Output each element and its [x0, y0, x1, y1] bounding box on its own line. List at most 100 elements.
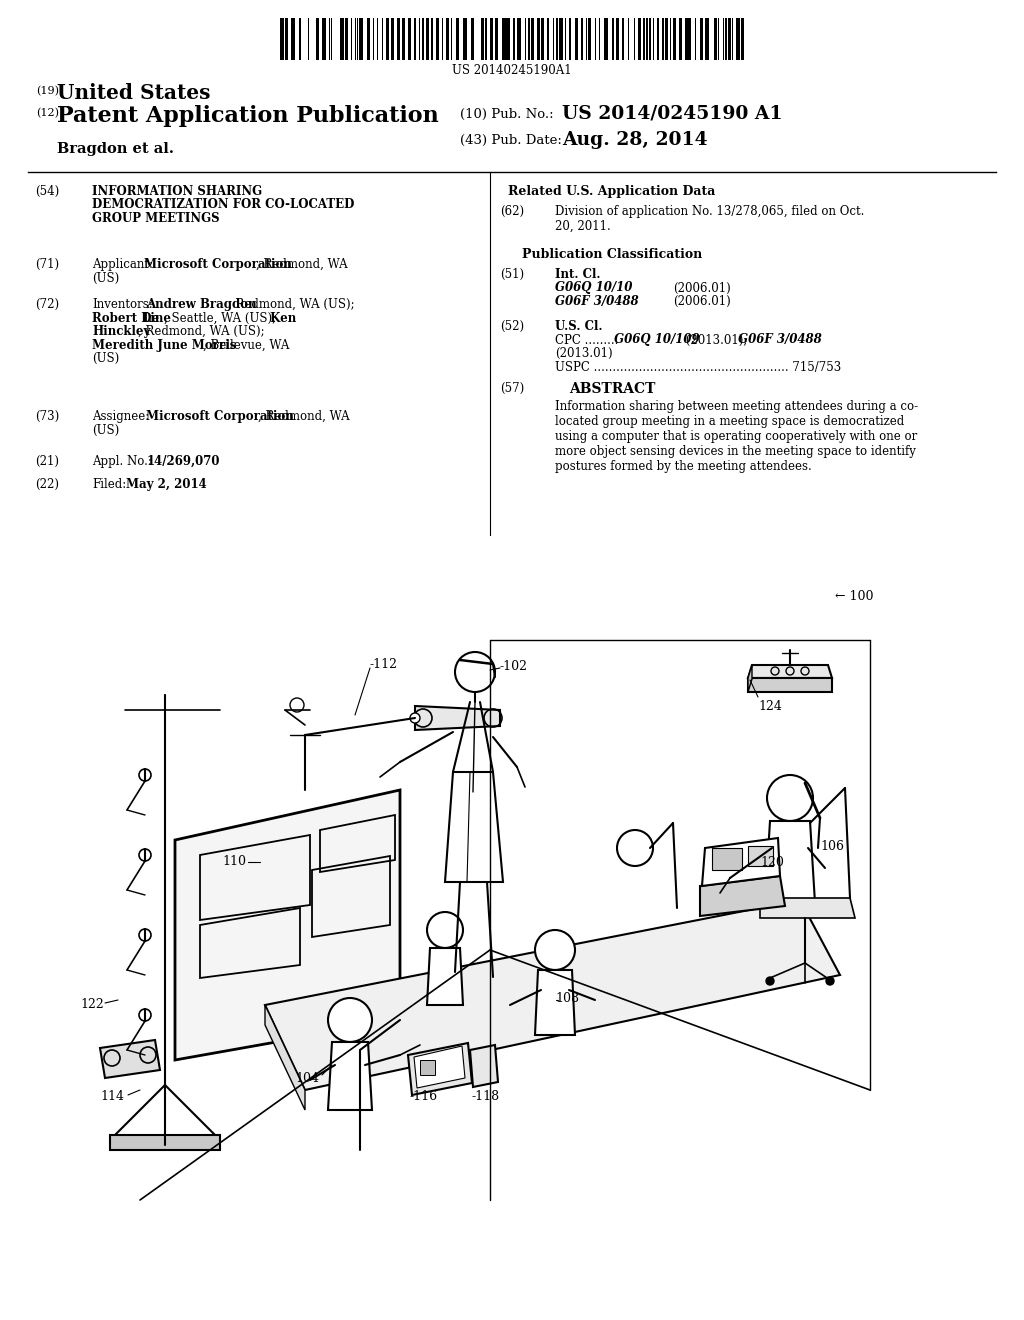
Text: 104: 104 — [295, 1072, 319, 1085]
Text: (71): (71) — [35, 257, 59, 271]
Text: Microsoft Corporation: Microsoft Corporation — [146, 411, 294, 422]
Bar — [657, 18, 659, 59]
Bar — [408, 18, 412, 59]
Text: Robert De: Robert De — [92, 312, 159, 325]
Text: ABSTRACT: ABSTRACT — [568, 381, 655, 396]
Bar — [415, 18, 416, 59]
Bar — [612, 18, 614, 59]
Bar — [485, 18, 487, 59]
Bar — [422, 18, 424, 59]
Polygon shape — [328, 1041, 372, 1110]
Text: (US): (US) — [92, 352, 119, 366]
Bar — [748, 846, 773, 866]
Text: (US): (US) — [92, 424, 119, 437]
Text: (US): (US) — [92, 272, 119, 285]
Polygon shape — [535, 970, 575, 1035]
Bar — [653, 18, 654, 59]
Text: , Seattle, WA (US);: , Seattle, WA (US); — [164, 312, 276, 325]
Bar — [582, 18, 583, 59]
Text: G06Q 10/109: G06Q 10/109 — [610, 334, 699, 346]
Text: Hinckley: Hinckley — [92, 325, 151, 338]
Text: G06Q 10/10: G06Q 10/10 — [555, 281, 633, 294]
Polygon shape — [748, 665, 752, 692]
Polygon shape — [110, 1135, 220, 1150]
Bar — [622, 18, 624, 59]
Text: -116: -116 — [410, 1090, 438, 1104]
Polygon shape — [765, 821, 815, 903]
Bar — [723, 18, 724, 59]
Text: (22): (22) — [35, 478, 59, 491]
Bar — [367, 18, 371, 59]
Bar — [694, 18, 696, 59]
Text: May 2, 2014: May 2, 2014 — [126, 478, 207, 491]
Text: Information sharing between meeting attendees during a co-
located group meeting: Information sharing between meeting atte… — [555, 400, 919, 473]
Text: (2006.01): (2006.01) — [673, 281, 731, 294]
Polygon shape — [760, 898, 855, 917]
Bar — [359, 18, 362, 59]
Bar — [643, 18, 645, 59]
Text: (51): (51) — [500, 268, 524, 281]
Polygon shape — [408, 1043, 472, 1096]
Polygon shape — [445, 772, 503, 882]
Text: Bragdon et al.: Bragdon et al. — [57, 143, 174, 156]
Polygon shape — [265, 1005, 305, 1110]
Text: Inventors:: Inventors: — [92, 298, 153, 312]
Bar — [299, 18, 301, 59]
Text: Ken: Ken — [266, 312, 296, 325]
Bar — [426, 18, 429, 59]
Bar — [316, 18, 318, 59]
Circle shape — [427, 912, 463, 948]
Text: Int. Cl.: Int. Cl. — [555, 268, 600, 281]
Text: Patent Application Publication: Patent Application Publication — [57, 106, 438, 127]
Text: ← 100: ← 100 — [835, 590, 873, 603]
Polygon shape — [700, 876, 785, 916]
Text: Appl. No.:: Appl. No.: — [92, 455, 152, 469]
Circle shape — [826, 977, 834, 985]
Polygon shape — [415, 706, 500, 730]
Bar — [506, 18, 510, 59]
Text: 106: 106 — [820, 840, 844, 853]
Bar — [286, 18, 289, 59]
Text: (2013.01);: (2013.01); — [682, 334, 748, 346]
Text: (52): (52) — [500, 319, 524, 333]
Text: , Bellevue, WA: , Bellevue, WA — [203, 338, 290, 351]
Polygon shape — [265, 900, 840, 1090]
Bar — [589, 18, 591, 59]
Text: (72): (72) — [35, 298, 59, 312]
Bar — [280, 18, 283, 59]
Polygon shape — [100, 1040, 160, 1078]
Text: 122: 122 — [80, 998, 103, 1011]
Text: US 2014/0245190 A1: US 2014/0245190 A1 — [562, 106, 782, 123]
Text: G06F 3/0488: G06F 3/0488 — [555, 294, 639, 308]
Text: Division of application No. 13/278,065, filed on Oct.
20, 2011.: Division of application No. 13/278,065, … — [555, 205, 864, 234]
Bar — [401, 18, 404, 59]
Bar — [386, 18, 389, 59]
Text: G06F 3/0488: G06F 3/0488 — [734, 334, 821, 346]
Bar — [471, 18, 474, 59]
Bar — [530, 18, 535, 59]
Circle shape — [617, 830, 653, 866]
Bar — [728, 18, 731, 59]
Text: , Redmond, WA (US);: , Redmond, WA (US); — [228, 298, 354, 312]
Text: GROUP MEETINGS: GROUP MEETINGS — [92, 213, 219, 224]
Polygon shape — [702, 838, 780, 886]
Bar — [649, 18, 651, 59]
Polygon shape — [414, 1045, 465, 1088]
Circle shape — [766, 977, 774, 985]
Text: US 20140245190A1: US 20140245190A1 — [453, 63, 571, 77]
Text: 14/269,070: 14/269,070 — [147, 455, 220, 469]
Text: , Redmond, WA: , Redmond, WA — [256, 257, 347, 271]
Text: (19): (19) — [36, 86, 59, 96]
Bar — [513, 18, 515, 59]
Bar — [599, 18, 600, 59]
Bar — [280, 18, 284, 59]
Text: Applicant:: Applicant: — [92, 257, 153, 271]
Bar — [736, 18, 738, 59]
Bar — [446, 18, 450, 59]
Bar — [712, 847, 742, 870]
Text: Line: Line — [142, 312, 171, 325]
Polygon shape — [175, 789, 400, 1060]
Text: , Redmond, WA (US);: , Redmond, WA (US); — [138, 325, 264, 338]
Bar — [646, 18, 648, 59]
Text: 124: 124 — [758, 700, 782, 713]
